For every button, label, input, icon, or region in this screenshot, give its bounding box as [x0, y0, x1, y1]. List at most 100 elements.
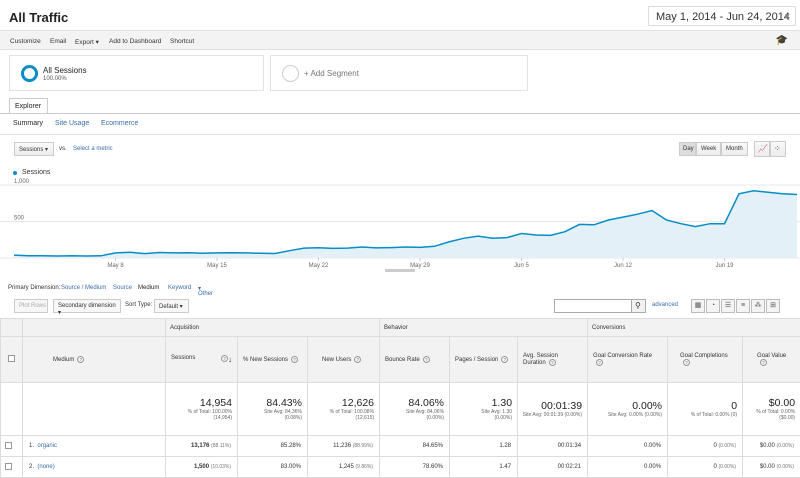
row-checkbox[interactable] [5, 463, 12, 470]
search-icon[interactable]: ⚲ [631, 299, 646, 313]
column-pages-session[interactable]: Pages / Session? [450, 337, 518, 383]
column-new-sessions[interactable]: % New Sessions? [238, 337, 308, 383]
total-value: 0.00% [588, 400, 662, 412]
day-button[interactable]: Day [679, 142, 696, 156]
pivot-view-icon[interactable]: ⊞ [766, 299, 780, 313]
row-bounce-rate: 84.65% [380, 436, 450, 457]
total-sub: % of Total: 0.00% (0) [668, 412, 737, 418]
dimension-source[interactable]: Source [113, 285, 132, 291]
total-value: $0.00 [743, 397, 795, 409]
totals-row: 14,954% of Total: 100.00%(14,954) 84.43%… [1, 383, 800, 436]
help-icon[interactable]: ? [549, 359, 556, 366]
help-icon[interactable]: ? [221, 355, 228, 362]
dimension-keyword[interactable]: Keyword [168, 285, 191, 291]
help-icon[interactable]: ? [501, 356, 508, 363]
help-icon[interactable]: ? [77, 356, 84, 363]
help-icon[interactable]: ? [760, 359, 767, 366]
total-goal-completions: 0% of Total: 0.00% (0) [668, 383, 743, 436]
comparison-view-icon[interactable]: ≡ [736, 299, 750, 313]
row-medium-link[interactable]: organic [37, 443, 57, 449]
total-sub: ($0.00) [743, 415, 795, 421]
date-range-label: May 1, 2014 - Jun 24, 2014 [656, 11, 790, 23]
chevron-down-icon: ▾ [45, 147, 48, 153]
row-goal-value-pct: (0.00%) [777, 443, 795, 449]
column-sessions[interactable]: Sessions↓? [166, 337, 238, 383]
column-avg-duration[interactable]: Avg. Session Duration? [518, 337, 588, 383]
row-goal-conv-rate: 0.00% [588, 436, 668, 457]
total-sub: Site Avg: 00:01:39 (0.00%) [518, 412, 582, 418]
table-row: 2. (none) 1,500 (10.03%) 83.00% 1,245 (9… [1, 457, 800, 478]
sessions-area [14, 191, 797, 258]
row-new-users: 1,245 [339, 464, 354, 470]
select-metric-link[interactable]: Select a metric [73, 146, 113, 152]
month-button[interactable]: Month [721, 142, 748, 156]
plot-rows-button[interactable]: Plot Rows [14, 299, 48, 313]
dimension-medium[interactable]: Medium [138, 285, 159, 291]
column-new-users[interactable]: New Users? [308, 337, 380, 383]
secondary-dimension-select[interactable]: Secondary dimension ▾ [53, 299, 121, 313]
column-medium[interactable]: Medium? [23, 337, 166, 383]
help-icon[interactable]: ? [683, 359, 690, 366]
select-all-checkbox[interactable] [8, 355, 15, 362]
row-completions-pct: (0.00%) [719, 443, 737, 449]
secondary-label: Secondary dimension [58, 303, 116, 309]
total-new-users: 12,626% of Total: 100.08%(12,615) [308, 383, 380, 436]
help-icon[interactable]: ? [354, 356, 361, 363]
pie-view-icon[interactable]: ◔ [706, 299, 720, 313]
chevron-down-icon: ▾ [96, 39, 99, 46]
sort-type-select[interactable]: Default ▾ [154, 299, 189, 313]
help-icon[interactable]: ? [423, 356, 430, 363]
column-bounce-rate[interactable]: Bounce Rate? [380, 337, 450, 383]
row-checkbox[interactable] [5, 442, 12, 449]
help-icon[interactable]: ? [596, 359, 603, 366]
line-chart-icon[interactable]: 📈 [754, 141, 770, 157]
graduation-cap-icon[interactable]: 🎓 [776, 35, 788, 46]
row-sessions: 13,176 [191, 443, 209, 449]
term-cloud-view-icon[interactable]: ⁂ [751, 299, 765, 313]
total-value: 14,954 [166, 397, 232, 409]
dimension-source-medium[interactable]: Source / Medium [61, 285, 106, 291]
primary-dimension-label: Primary Dimension: [8, 285, 60, 291]
column-goal-value[interactable]: Goal Value? [743, 337, 800, 383]
row-avg-duration: 00:01:34 [518, 436, 588, 457]
row-new-sessions: 83.00% [238, 457, 308, 478]
week-button[interactable]: Week [696, 142, 721, 156]
group-acquisition: Acquisition [166, 319, 380, 337]
dimension-other[interactable]: Other ▾ [198, 285, 201, 292]
segment-all-sessions[interactable]: All Sessions 100.00% [9, 55, 264, 91]
metric-label: Sessions [19, 147, 43, 153]
column-header-row: Medium? Sessions↓? % New Sessions? New U… [1, 337, 800, 383]
bar-view-icon[interactable]: ☰ [721, 299, 735, 313]
column-conv-label: Goal Conversion Rate [593, 353, 652, 359]
subtab-ecommerce[interactable]: Ecommerce [101, 120, 138, 127]
help-icon[interactable]: ? [291, 356, 298, 363]
total-goal-value: $0.00% of Total: 0.00%($0.00) [743, 383, 800, 436]
subtab-summary[interactable]: Summary [13, 120, 43, 127]
row-completions: 0 [714, 464, 717, 470]
total-value: 12,626 [308, 397, 374, 409]
column-goal-conv-rate[interactable]: Goal Conversion Rate? [588, 337, 668, 383]
date-range-picker[interactable]: May 1, 2014 - Jun 24, 2014 ▼ [648, 6, 796, 26]
row-goal-value: $0.00 [760, 443, 775, 449]
row-new-users-pct: (9.86%) [356, 464, 374, 470]
advanced-filter-link[interactable]: advanced [652, 302, 678, 308]
table-view-icon[interactable]: ▦ [691, 299, 705, 313]
customize-button[interactable]: Customize [10, 38, 41, 45]
motion-chart-icon[interactable]: ⁘ [770, 141, 786, 157]
table-search-input[interactable] [554, 299, 632, 313]
metric-select[interactable]: Sessions ▾ [14, 142, 54, 156]
add-to-dashboard-button[interactable]: Add to Dashboard [109, 38, 161, 45]
tab-explorer[interactable]: Explorer [9, 98, 48, 114]
row-medium-link[interactable]: (none) [37, 464, 54, 470]
add-segment[interactable]: + Add Segment [270, 55, 528, 91]
x-tick-label: May 22 [309, 263, 329, 269]
subtab-site-usage[interactable]: Site Usage [55, 120, 89, 127]
shortcut-button[interactable]: Shortcut [170, 38, 194, 45]
total-sub: (0.00%) [380, 415, 444, 421]
email-button[interactable]: Email [50, 38, 66, 45]
column-goal-completions[interactable]: Goal Completions? [668, 337, 743, 383]
export-button[interactable]: Export ▾ [75, 38, 99, 46]
